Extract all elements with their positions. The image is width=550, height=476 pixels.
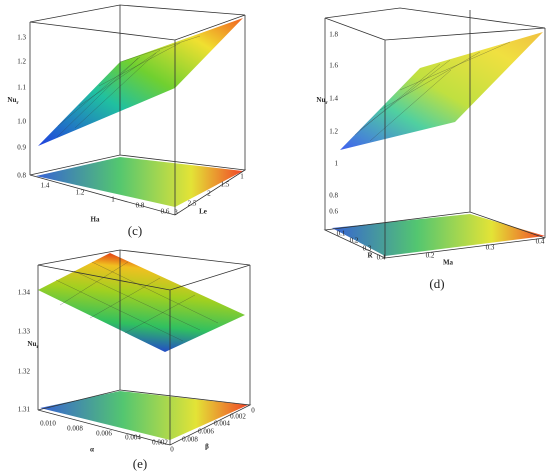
z-axis-label: Nur bbox=[27, 340, 39, 351]
y-axis-label: Le bbox=[199, 208, 207, 216]
z-axis-label-sub: r bbox=[16, 101, 19, 106]
z-tick-label: 1.3 bbox=[17, 34, 26, 42]
box bbox=[37, 249, 252, 446]
surface bbox=[340, 32, 543, 150]
x-tick-label: 0.8 bbox=[136, 202, 145, 210]
y-tick-label: 0 bbox=[170, 446, 174, 454]
panel-c bbox=[29, 4, 247, 216]
z-tick-label: 0.9 bbox=[17, 144, 26, 152]
z-tick-label: 1.4 bbox=[329, 95, 338, 103]
x-tick-label: 0.2 bbox=[350, 237, 359, 245]
z-tick-label: 1.1 bbox=[17, 84, 26, 92]
y-tick-label: 0.4 bbox=[536, 238, 545, 246]
y-tick-label: 1 bbox=[240, 173, 244, 181]
x-tick-label: 0.6 bbox=[161, 208, 170, 216]
z-tick-label: 0.8 bbox=[17, 172, 26, 180]
surface-grid bbox=[56, 35, 201, 138]
panel-label: (c) bbox=[128, 223, 142, 238]
x-tick-label: 0.1 bbox=[337, 230, 346, 238]
z-tick-label: 1.34 bbox=[18, 289, 31, 297]
x-tick-label: 0.010 bbox=[40, 420, 56, 428]
z-tick-label: 1.0 bbox=[17, 118, 26, 126]
z-axis-label: Nur bbox=[7, 96, 19, 107]
floor-map bbox=[40, 391, 248, 440]
x-tick-label: 0.004 bbox=[125, 434, 141, 442]
y-tick-label: 0.006 bbox=[198, 428, 214, 436]
y-axis-label: Ma bbox=[443, 259, 454, 267]
z-axis-label-main: Nu bbox=[7, 96, 16, 104]
x-axis-label: Ha bbox=[91, 216, 100, 224]
y-tick-label: 2.5 bbox=[188, 200, 197, 208]
z-tick-label: 1.33 bbox=[18, 328, 31, 336]
z-axis-label-main: Nu bbox=[316, 96, 325, 104]
box bbox=[29, 4, 247, 216]
x-tick-label: 1 bbox=[111, 196, 115, 204]
y-tick-label: 0 bbox=[251, 407, 255, 415]
x-tick-label: 0.006 bbox=[96, 430, 112, 438]
y-tick-label: 0.3 bbox=[486, 244, 495, 252]
x-tick-label: 1.2 bbox=[76, 189, 85, 197]
x-tick-label: 0.008 bbox=[67, 425, 83, 433]
z-tick-label: 1.32 bbox=[18, 368, 31, 376]
y-tick-label: 1.5 bbox=[221, 181, 230, 189]
x-axis-label: R bbox=[367, 252, 373, 260]
x-tick-label: 1.4 bbox=[41, 182, 50, 190]
box bbox=[323, 7, 546, 259]
z-axis-label: Nur bbox=[316, 96, 328, 107]
y-axis-label: β bbox=[205, 443, 209, 451]
floor-map bbox=[36, 157, 243, 207]
z-tick-label: 0.6 bbox=[329, 208, 338, 216]
z-axis-label-sub: r bbox=[325, 101, 328, 106]
z-tick-label: 1.31 bbox=[18, 406, 31, 414]
x-axis-label: α bbox=[90, 446, 94, 454]
panel-label: (d) bbox=[429, 276, 444, 291]
z-tick-label: 1 bbox=[335, 160, 339, 168]
panel-d bbox=[323, 7, 546, 259]
surface bbox=[38, 18, 243, 146]
y-tick-label: 0.004 bbox=[214, 420, 230, 428]
z-axis-label-main: Nu bbox=[27, 340, 36, 348]
y-tick-label: 0.2 bbox=[426, 252, 435, 260]
z-tick-label: 0.8 bbox=[329, 192, 338, 200]
z-tick-label: 1.2 bbox=[17, 58, 26, 66]
x-tick-label: 0.3 bbox=[363, 245, 372, 253]
z-tick-label: 1.2 bbox=[329, 128, 338, 136]
y-tick-label: 3 bbox=[174, 209, 178, 217]
surface-grid bbox=[55, 261, 219, 342]
z-tick-label: 1.8 bbox=[329, 31, 338, 39]
z-tick-label: 1.6 bbox=[329, 62, 338, 70]
z-axis-label-sub: r bbox=[36, 345, 39, 350]
y-tick-label: 0.002 bbox=[230, 413, 246, 421]
panel-label: (e) bbox=[133, 456, 147, 471]
panel-e bbox=[37, 249, 252, 446]
y-tick-label: 0.008 bbox=[182, 436, 198, 444]
x-tick-label: 0.002 bbox=[152, 439, 168, 447]
surface-grid bbox=[354, 41, 511, 142]
x-tick-label: 0.4 bbox=[377, 254, 386, 262]
y-tick-label: 2 bbox=[207, 190, 211, 198]
